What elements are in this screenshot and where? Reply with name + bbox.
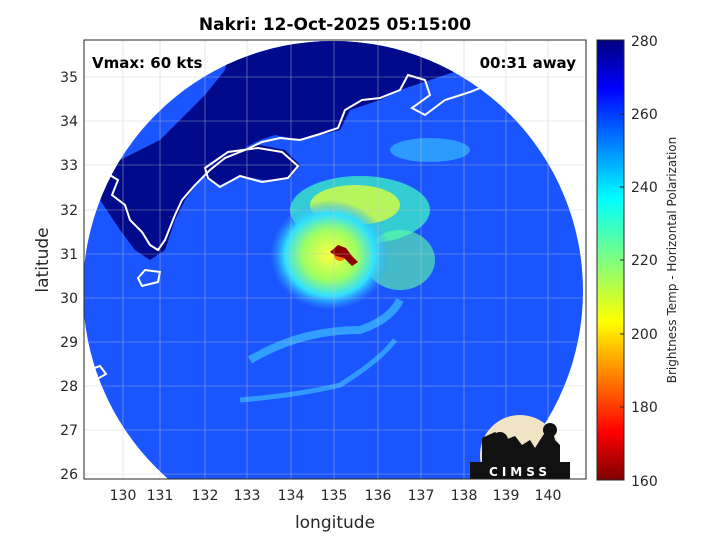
vmax-label: Vmax: 60 kts <box>92 54 202 72</box>
x-tick: 131 <box>147 488 174 504</box>
y-tick: 32 <box>60 203 78 219</box>
storm-eyewall <box>330 245 358 266</box>
axes-frame <box>83 39 587 480</box>
cimss-logo-text: CIMSS <box>489 465 551 479</box>
colorbar-tick: 260 <box>631 107 658 123</box>
x-tick: 135 <box>321 488 348 504</box>
y-tick: 31 <box>60 247 78 263</box>
y-tick-labels: 35 34 33 32 31 30 29 28 27 26 <box>60 70 78 483</box>
y-tick: 29 <box>60 335 78 351</box>
colorbar-tick: 240 <box>631 180 658 196</box>
cimss-logo: CIMSS <box>470 415 570 479</box>
colorbar-tick: 160 <box>631 474 658 490</box>
colorbar-tick: 180 <box>631 400 658 416</box>
colorbar-tick: 280 <box>631 34 658 50</box>
x-tick: 139 <box>493 488 520 504</box>
map-axes: CIMSS Vmax: 60 kts 00:31 away <box>83 39 587 480</box>
x-tick: 133 <box>234 488 261 504</box>
y-axis-label: latitude <box>33 227 53 292</box>
y-tick: 34 <box>60 114 78 130</box>
y-tick: 30 <box>60 291 78 307</box>
grid-lines <box>84 40 586 479</box>
y-tick: 28 <box>60 379 78 395</box>
x-tick: 130 <box>110 488 137 504</box>
x-tick: 140 <box>535 488 562 504</box>
x-axis-label: longitude <box>295 513 375 533</box>
y-tick: 26 <box>60 467 78 483</box>
x-tick: 136 <box>365 488 392 504</box>
coastlines <box>84 40 586 383</box>
x-tick: 134 <box>278 488 305 504</box>
colorbar-label: Brightness Temp - Horizontal Polarizatio… <box>665 137 679 384</box>
x-tick: 138 <box>451 488 478 504</box>
colorbar: 280 260 240 220 200 180 160 Brightness T… <box>596 34 679 490</box>
x-tick-labels: 130 131 132 133 134 135 136 137 138 139 … <box>110 488 562 504</box>
y-tick: 33 <box>60 158 78 174</box>
land-kyushu <box>84 41 583 260</box>
colorbar-gradient <box>596 39 625 481</box>
x-tick: 132 <box>192 488 219 504</box>
colorbar-tick: 220 <box>631 253 658 269</box>
colorbar-tick: 200 <box>631 327 658 343</box>
y-tick: 27 <box>60 423 78 439</box>
x-tick: 137 <box>408 488 435 504</box>
map-title: Nakri: 12-Oct-2025 05:15:00 <box>199 15 471 35</box>
time-away-label: 00:31 away <box>480 54 577 72</box>
y-tick: 35 <box>60 70 78 86</box>
